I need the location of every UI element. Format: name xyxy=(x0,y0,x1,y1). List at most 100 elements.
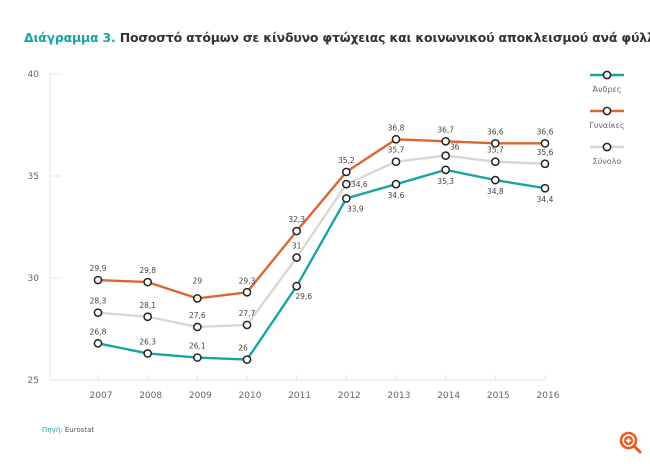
data-point-total xyxy=(391,157,401,167)
data-label-men: 29,6 xyxy=(295,292,312,301)
data-label-total: 35,7 xyxy=(487,146,504,155)
legend-label-women: Γυναίκες xyxy=(589,121,624,130)
data-point-total xyxy=(242,320,252,330)
legend: Άνδρες Γυναίκες Σύνολο xyxy=(589,70,625,166)
data-label-men: 26 xyxy=(238,344,248,353)
legend-label-men: Άνδρες xyxy=(593,85,622,94)
data-point-women xyxy=(441,136,451,146)
data-label-total: 35,7 xyxy=(388,146,405,155)
data-point-men xyxy=(143,349,153,358)
data-point-women xyxy=(540,139,550,148)
data-label-men: 34,6 xyxy=(388,191,405,200)
data-label-women: 36,6 xyxy=(487,127,504,136)
data-label-men: 34,4 xyxy=(537,195,554,204)
x-tick-label: 2015 xyxy=(487,391,510,401)
series-line-men xyxy=(97,168,546,361)
x-tick-label: 2012 xyxy=(338,391,361,401)
x-tick-label: 2011 xyxy=(288,391,311,401)
zoom-in-button[interactable] xyxy=(618,430,644,456)
data-label-total: 27,7 xyxy=(239,309,256,318)
x-tick-label: 2013 xyxy=(388,391,411,401)
series-line-total xyxy=(97,154,546,329)
axes: 25 30 35 40 2007 2008 2009 2010 2011 2012 2013 2014… xyxy=(28,70,560,401)
chart-title: Διάγραμμα 3. Ποσοστό ατόμων σε κίνδυνο φ… xyxy=(24,30,650,45)
data-point-women xyxy=(391,134,401,144)
legend-marker-men xyxy=(602,70,612,80)
data-point-total xyxy=(540,159,550,169)
data-label-women: 32,3 xyxy=(288,215,305,224)
data-point-women xyxy=(292,226,302,236)
data-point-women xyxy=(143,277,153,287)
data-label-total: 28,3 xyxy=(90,297,107,306)
data-points xyxy=(93,134,550,364)
data-point-men xyxy=(391,179,401,189)
data-label-men: 26,3 xyxy=(139,337,156,346)
data-label-women: 35,2 xyxy=(338,156,355,165)
data-point-total xyxy=(292,253,302,262)
data-point-men xyxy=(341,194,351,203)
data-label-total: 35,6 xyxy=(537,148,554,157)
x-tick-label: 2010 xyxy=(239,391,262,401)
data-labels: 28,3 28,1 27,6 27,7 31 34,6 35,7 36 35,7 35,6 29,9… xyxy=(90,123,554,352)
series-lines xyxy=(97,138,546,361)
legend-marker-women xyxy=(602,106,612,116)
data-point-women xyxy=(341,167,351,177)
data-label-women: 29 xyxy=(193,276,203,285)
data-label-women: 29,3 xyxy=(239,276,256,285)
x-tick-label: 2007 xyxy=(90,391,113,401)
data-point-women xyxy=(93,275,103,285)
data-label-men: 35,3 xyxy=(437,177,454,186)
data-label-total: 34,6 xyxy=(351,180,368,189)
y-tick-label: 30 xyxy=(28,274,40,284)
data-point-men xyxy=(540,183,550,193)
y-tick-label: 35 xyxy=(28,172,39,182)
data-point-men xyxy=(490,175,500,185)
source-value: Eurostat xyxy=(62,426,95,434)
chart-title-text: Ποσοστό ατόμων σε κίνδυνο φτώχειας και κ… xyxy=(119,30,650,45)
data-label-women: 36,7 xyxy=(437,125,454,134)
data-label-total: 28,1 xyxy=(139,301,156,310)
legend-item-men: Άνδρες xyxy=(590,70,624,94)
legend-label-total: Σύνολο xyxy=(593,156,622,166)
data-label-men: 33,9 xyxy=(347,204,364,213)
data-label-men: 26,8 xyxy=(90,327,107,336)
data-point-women xyxy=(192,294,202,303)
data-label-men: 26,1 xyxy=(189,342,206,351)
data-point-men xyxy=(292,281,302,291)
data-label-women: 36,6 xyxy=(537,127,554,136)
data-label-women: 29,9 xyxy=(90,264,107,273)
data-point-men xyxy=(192,353,202,362)
data-point-total xyxy=(490,157,500,167)
x-tick-label: 2009 xyxy=(189,391,212,401)
data-label-women: 36,8 xyxy=(388,123,405,132)
data-point-total xyxy=(143,312,153,322)
x-tick-label: 2016 xyxy=(537,391,560,401)
data-label-total: 31 xyxy=(292,242,302,251)
data-label-men: 34,8 xyxy=(487,187,504,196)
legend-item-total: Σύνολο xyxy=(590,142,624,166)
zoom-in-icon xyxy=(619,431,642,454)
data-point-men xyxy=(441,165,451,175)
data-point-men xyxy=(93,338,103,348)
data-point-total xyxy=(441,151,451,160)
data-point-women xyxy=(242,287,252,297)
data-label-total: 36 xyxy=(450,143,460,152)
data-label-total: 27,6 xyxy=(189,311,206,320)
x-tick-label: 2008 xyxy=(139,391,162,401)
legend-item-women: Γυναίκες xyxy=(589,106,625,130)
series-line-women xyxy=(97,138,545,300)
data-point-men xyxy=(242,355,252,364)
data-point-women xyxy=(490,139,500,148)
data-point-total xyxy=(341,179,351,189)
data-point-total xyxy=(192,322,202,332)
y-tick-label: 25 xyxy=(28,376,39,386)
source-note: Πηγή: Eurostat xyxy=(42,426,94,434)
data-label-women: 29,8 xyxy=(139,266,156,275)
x-tick-label: 2014 xyxy=(437,391,460,401)
legend-marker-total xyxy=(602,142,612,152)
chart-title-prefix: Διάγραμμα 3. xyxy=(24,30,116,45)
data-point-total xyxy=(93,308,103,318)
y-tick-label: 40 xyxy=(28,70,40,80)
source-key: Πηγή: xyxy=(42,426,63,434)
